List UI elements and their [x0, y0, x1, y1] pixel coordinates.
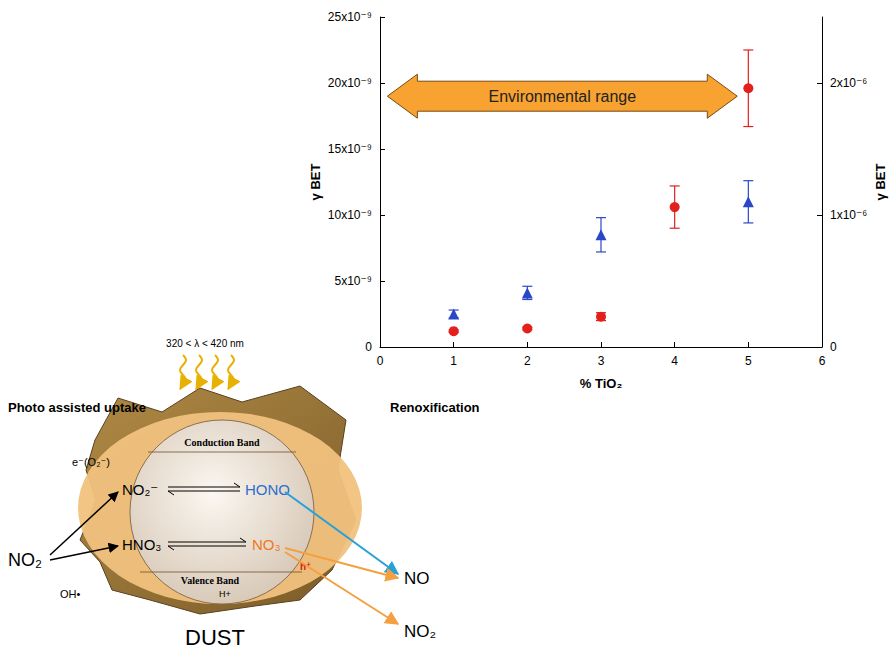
svg-text:Environmental range: Environmental range: [489, 88, 637, 105]
svg-text:H+: H+: [219, 589, 231, 599]
svg-text:Photo assisted uptake: Photo assisted uptake: [8, 400, 146, 415]
svg-text:NO: NO: [404, 569, 430, 588]
svg-text:1x10⁻⁶: 1x10⁻⁶: [830, 208, 867, 222]
svg-text:OH•: OH•: [60, 588, 81, 600]
svg-text:Renoxification: Renoxification: [390, 400, 480, 415]
svg-text:15x10⁻⁹: 15x10⁻⁹: [328, 142, 372, 156]
svg-text:γ BET: γ BET: [873, 164, 888, 201]
svg-text:NO₂⁻: NO₂⁻: [122, 481, 158, 498]
svg-text:e⁻(O₂⁻): e⁻(O₂⁻): [72, 456, 110, 468]
svg-text:h⁺: h⁺: [300, 561, 311, 572]
svg-text:6: 6: [819, 354, 826, 368]
svg-text:NO₂: NO₂: [404, 622, 436, 641]
svg-text:2: 2: [524, 354, 531, 368]
svg-text:25x10⁻⁹: 25x10⁻⁹: [328, 10, 372, 24]
svg-text:0: 0: [377, 354, 384, 368]
svg-text:320 < λ < 420 nm: 320 < λ < 420 nm: [166, 338, 244, 349]
svg-text:4: 4: [671, 354, 678, 368]
svg-text:HONO: HONO: [245, 481, 290, 498]
svg-text:0: 0: [365, 340, 372, 354]
svg-text:0: 0: [830, 340, 837, 354]
svg-text:Valence Band: Valence Band: [181, 575, 240, 586]
svg-text:3: 3: [598, 354, 605, 368]
svg-text:% TiO₂: % TiO₂: [580, 376, 623, 391]
svg-text:γ BET: γ BET: [308, 164, 323, 201]
svg-text:10x10⁻⁹: 10x10⁻⁹: [328, 208, 372, 222]
svg-text:5: 5: [745, 354, 752, 368]
svg-text:Conduction Band: Conduction Band: [184, 437, 260, 448]
svg-text:HNO₃: HNO₃: [122, 536, 161, 553]
svg-text:NO₃: NO₃: [252, 536, 281, 553]
svg-text:20x10⁻⁹: 20x10⁻⁹: [328, 76, 372, 90]
svg-text:1: 1: [450, 354, 457, 368]
svg-text:2x10⁻⁶: 2x10⁻⁶: [830, 76, 867, 90]
svg-text:NO₂: NO₂: [8, 550, 42, 570]
svg-text:DUST: DUST: [185, 625, 245, 650]
svg-text:5x10⁻⁹: 5x10⁻⁹: [335, 274, 373, 288]
